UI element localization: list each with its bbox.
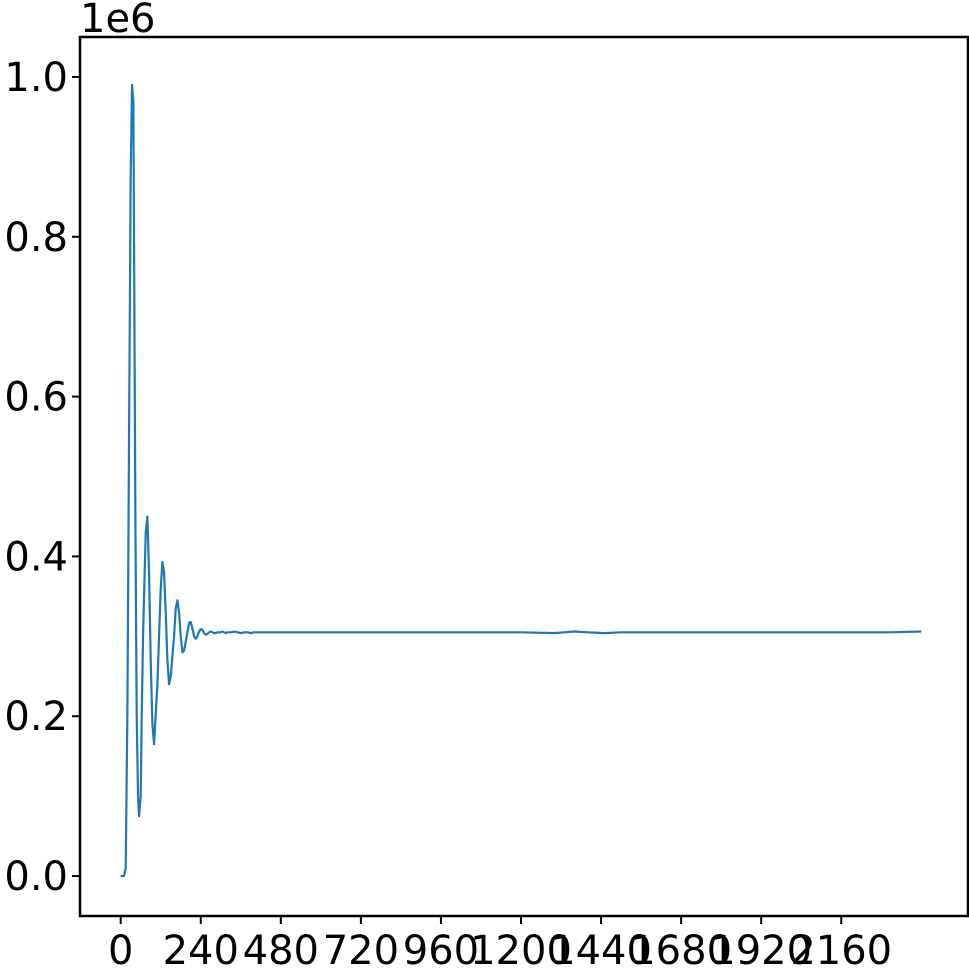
x-tick-label: 960 [403,928,479,969]
y-tick-label: 0.8 [4,215,68,261]
series-layer [120,83,922,878]
x-tick-label: 1920 [710,928,812,969]
y-offset-label: 1e6 [80,0,156,42]
x-tick-label: 1440 [550,928,652,969]
x-tick-label: 1200 [470,928,572,969]
axes-frame [78,35,969,918]
x-tick-label: 720 [323,928,399,969]
y-tick-label: 0.4 [4,534,68,580]
y-tick-label: 0.0 [4,854,68,900]
x-tick-label: 0 [108,928,133,969]
y-tick-label: 0.6 [4,375,68,421]
x-tick-label: 240 [163,928,239,969]
x-tick-label: 1680 [630,928,732,969]
y-tick-label: 0.2 [4,694,68,740]
series-line [120,83,922,878]
x-tick-label: 2160 [790,928,892,969]
y-tick-label: 1.0 [4,55,68,101]
x-tick-label: 480 [243,928,319,969]
